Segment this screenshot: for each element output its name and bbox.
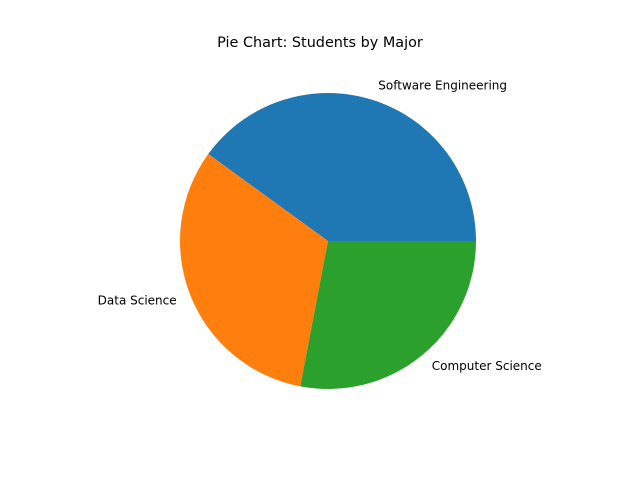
- pie-slice: [180, 154, 328, 387]
- pie-labels: Software Engineering Data Science Computer…: [98, 79, 542, 373]
- pie-slice: [208, 93, 476, 241]
- chart-title: Pie Chart: Students by Major: [217, 35, 423, 51]
- pie-slices: [180, 93, 476, 390]
- pie-slice: [300, 241, 476, 390]
- pie-slice-label: Data Science: [98, 293, 177, 307]
- pie-slice-label: Software Engineering: [378, 79, 507, 93]
- pie-slice-label: Computer Science: [432, 359, 542, 373]
